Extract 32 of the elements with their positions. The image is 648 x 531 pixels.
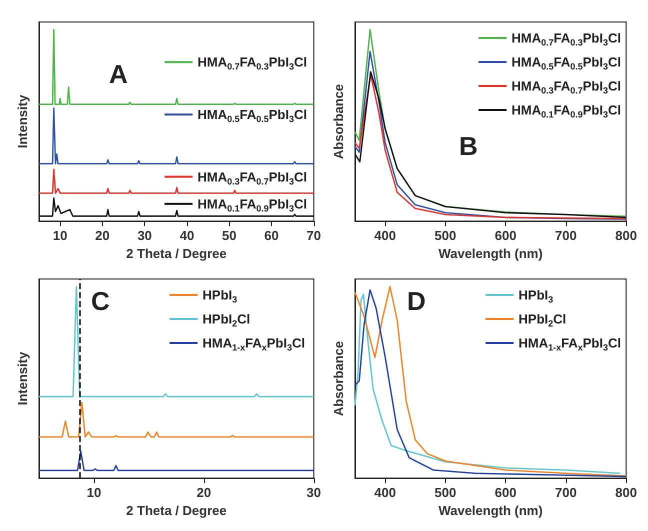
x-tick-label: 60: [264, 228, 279, 244]
x-axis-title: Wavelength (nm): [438, 503, 543, 518]
x-tick-label: 20: [95, 228, 110, 244]
x-tick-label: 600: [494, 228, 516, 244]
x-axis-title: Wavelength (nm): [438, 246, 543, 261]
x-tick-label: 700: [555, 228, 577, 244]
chart-title: C: [91, 286, 110, 316]
y-axis-title: Absorbance: [331, 340, 346, 416]
x-tick-label: 500: [434, 485, 456, 500]
x-tick-label: 30: [306, 485, 322, 500]
x-tick-label: 70: [306, 228, 322, 244]
x-tick-label: 10: [86, 485, 102, 500]
x-axis-title: 2 Theta / Degree: [126, 503, 227, 518]
x-tick-label: 500: [434, 228, 456, 244]
y-axis-title: Absorbance: [331, 84, 346, 160]
x-tick-label: 400: [374, 485, 396, 500]
x-tick-label: 800: [615, 228, 638, 244]
x-tick-label: 700: [555, 485, 577, 500]
x-tick-label: 20: [196, 485, 212, 500]
x-tick-label: 40: [180, 228, 194, 244]
chart-title: D: [407, 286, 426, 316]
x-tick-label: 600: [494, 485, 516, 500]
text: A: [109, 59, 128, 89]
x-tick-label: 400: [374, 228, 396, 244]
y-axis-title: Intensity: [15, 94, 30, 148]
x-tick-label: 10: [52, 228, 68, 244]
x-tick-label: 800: [615, 485, 638, 500]
x-tick-label: 50: [222, 228, 236, 244]
x-axis-title: 2 Theta / Degree: [126, 246, 227, 261]
y-axis-title: Intensity: [15, 351, 30, 406]
text: B: [459, 131, 478, 161]
x-tick-label: 30: [137, 228, 152, 244]
